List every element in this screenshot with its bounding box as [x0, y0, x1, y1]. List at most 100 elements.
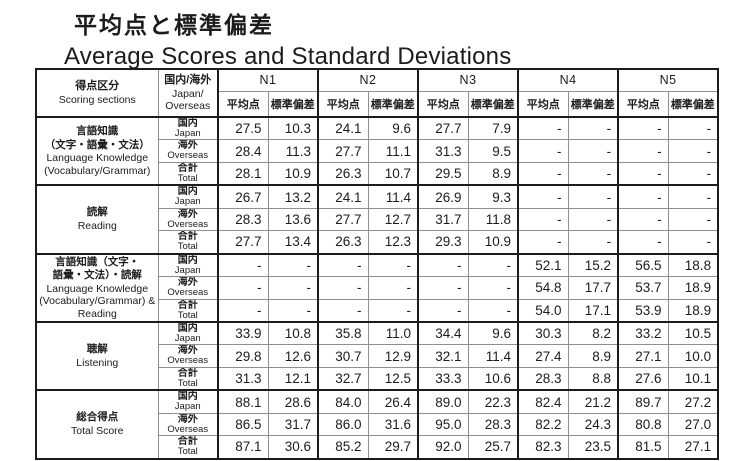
section-label: 言語知識 （文字・語彙・文法） Language Knowledge (Voca…	[35, 115, 159, 186]
score-cell: 7.9	[467, 116, 519, 141]
header-level-n3: N3	[417, 68, 519, 92]
header-sd: 標準偏差	[467, 90, 519, 118]
score-cell: 10.8	[267, 321, 319, 346]
score-cell: 26.3	[317, 161, 369, 186]
header-scoring-en: Scoring sections	[58, 93, 136, 106]
score-cell: 27.7	[317, 207, 369, 232]
score-cell: 30.3	[517, 321, 569, 346]
region-ja: 海外	[177, 140, 198, 152]
score-cell: 10.9	[467, 230, 519, 255]
score-cell: 23.5	[567, 435, 619, 460]
score-cell: 10.5	[667, 321, 719, 346]
region-ja: 国内	[177, 323, 198, 335]
table-row: 合計 Total 87.1 30.6 85.2 29.7 92.0 25.7 82…	[36, 435, 719, 460]
score-cell: 31.7	[267, 412, 319, 437]
region-cell: 国内 Japan	[157, 389, 219, 414]
score-cell: 22.3	[467, 389, 519, 414]
section-label-ja: 言語知識 （文字・語彙・文法）	[44, 125, 150, 151]
score-cell: 9.6	[367, 116, 419, 141]
region-cell: 海外 Overseas	[157, 276, 219, 300]
score-cell: 11.4	[367, 184, 419, 209]
score-cell: 28.4	[217, 139, 269, 163]
score-cell: 89.7	[617, 389, 669, 414]
score-cell: 28.6	[267, 389, 319, 414]
score-cell: 53.9	[617, 298, 669, 323]
score-cell: 27.7	[417, 116, 469, 141]
region-en: Japan	[174, 401, 201, 413]
region-cell: 合計 Total	[157, 366, 219, 391]
score-cell: 81.5	[617, 435, 669, 460]
region-ja: 海外	[177, 277, 198, 289]
region-ja: 海外	[177, 345, 198, 357]
score-cell: 88.1	[217, 389, 269, 414]
score-cell: 8.9	[567, 344, 619, 368]
score-cell: 27.4	[517, 344, 569, 368]
score-cell: -	[317, 276, 369, 300]
score-cell: 13.4	[267, 230, 319, 255]
score-cell: 82.2	[517, 412, 569, 437]
score-cell: -	[567, 161, 619, 186]
score-cell: -	[267, 252, 319, 278]
score-cell: 33.9	[217, 321, 269, 346]
score-cell: -	[317, 298, 369, 323]
table-row: 合計 Total 31.3 12.1 32.7 12.5 33.3 10.6 28…	[36, 366, 719, 391]
scores-table: 得点区分 Scoring sections 国内/海外 Japan/ Overs…	[35, 68, 720, 460]
score-cell: 34.4	[417, 321, 469, 346]
section-label-ja: 総合得点	[76, 411, 119, 424]
score-cell: 30.6	[267, 435, 319, 460]
region-en: Overseas	[167, 355, 209, 367]
region-cell: 国内 Japan	[157, 184, 219, 209]
score-cell: 10.9	[267, 161, 319, 186]
score-cell: 35.8	[317, 321, 369, 346]
score-cell: 28.1	[217, 161, 269, 186]
score-cell: -	[667, 184, 719, 209]
region-en: Overseas	[167, 218, 209, 230]
score-cell: -	[617, 161, 669, 186]
score-cell: 27.1	[617, 344, 669, 368]
score-cell: -	[417, 276, 469, 300]
region-en: Japan	[174, 264, 201, 276]
score-cell: 89.0	[417, 389, 469, 414]
score-cell: -	[417, 252, 469, 278]
score-cell: -	[567, 184, 619, 209]
score-cell: 52.1	[517, 252, 569, 278]
score-cell: 86.5	[217, 412, 269, 437]
header-sd: 標準偏差	[367, 90, 419, 118]
score-cell: 10.6	[467, 366, 519, 391]
header-scoring-ja: 得点区分	[75, 80, 120, 93]
score-cell: 33.3	[417, 366, 469, 391]
header-level-n4: N4	[517, 68, 619, 92]
header-avg: 平均点	[517, 90, 569, 118]
score-cell: 27.5	[217, 116, 269, 141]
score-cell: 12.3	[367, 230, 419, 255]
score-cell: -	[517, 116, 569, 141]
score-cell: 29.3	[417, 230, 469, 255]
score-cell: -	[517, 161, 569, 186]
region-ja: 海外	[177, 413, 198, 425]
header-sd: 標準偏差	[267, 90, 319, 118]
score-cell: 11.4	[467, 344, 519, 368]
score-cell: 29.7	[367, 435, 419, 460]
score-cell: -	[217, 298, 269, 323]
score-cell: 84.0	[317, 389, 369, 414]
score-cell: 29.8	[217, 344, 269, 368]
table-row: 海外 Overseas 86.5 31.7 86.0 31.6 95.0 28.3…	[36, 412, 719, 437]
section-label-en: Language Knowledge (Vocabulary/Grammar)	[44, 152, 151, 177]
section-label-ja: 言語知識（文字・ 語彙・文法）・読解	[52, 255, 142, 282]
score-cell: 92.0	[417, 435, 469, 460]
region-ja: 合計	[177, 162, 198, 174]
score-cell: 12.1	[267, 366, 319, 391]
section-label: 総合得点 Total Score	[35, 389, 159, 460]
score-cell: 18.9	[667, 276, 719, 300]
score-cell: 24.1	[317, 184, 369, 209]
region-ja: 国内	[177, 391, 198, 403]
region-en: Japan	[174, 333, 201, 345]
region-en: Total	[177, 446, 198, 458]
region-cell: 合計 Total	[157, 161, 219, 186]
region-ja: 合計	[177, 436, 198, 448]
score-cell: -	[667, 116, 719, 141]
score-cell: 17.1	[567, 298, 619, 323]
score-cell: -	[517, 230, 569, 255]
score-cell: -	[517, 207, 569, 232]
